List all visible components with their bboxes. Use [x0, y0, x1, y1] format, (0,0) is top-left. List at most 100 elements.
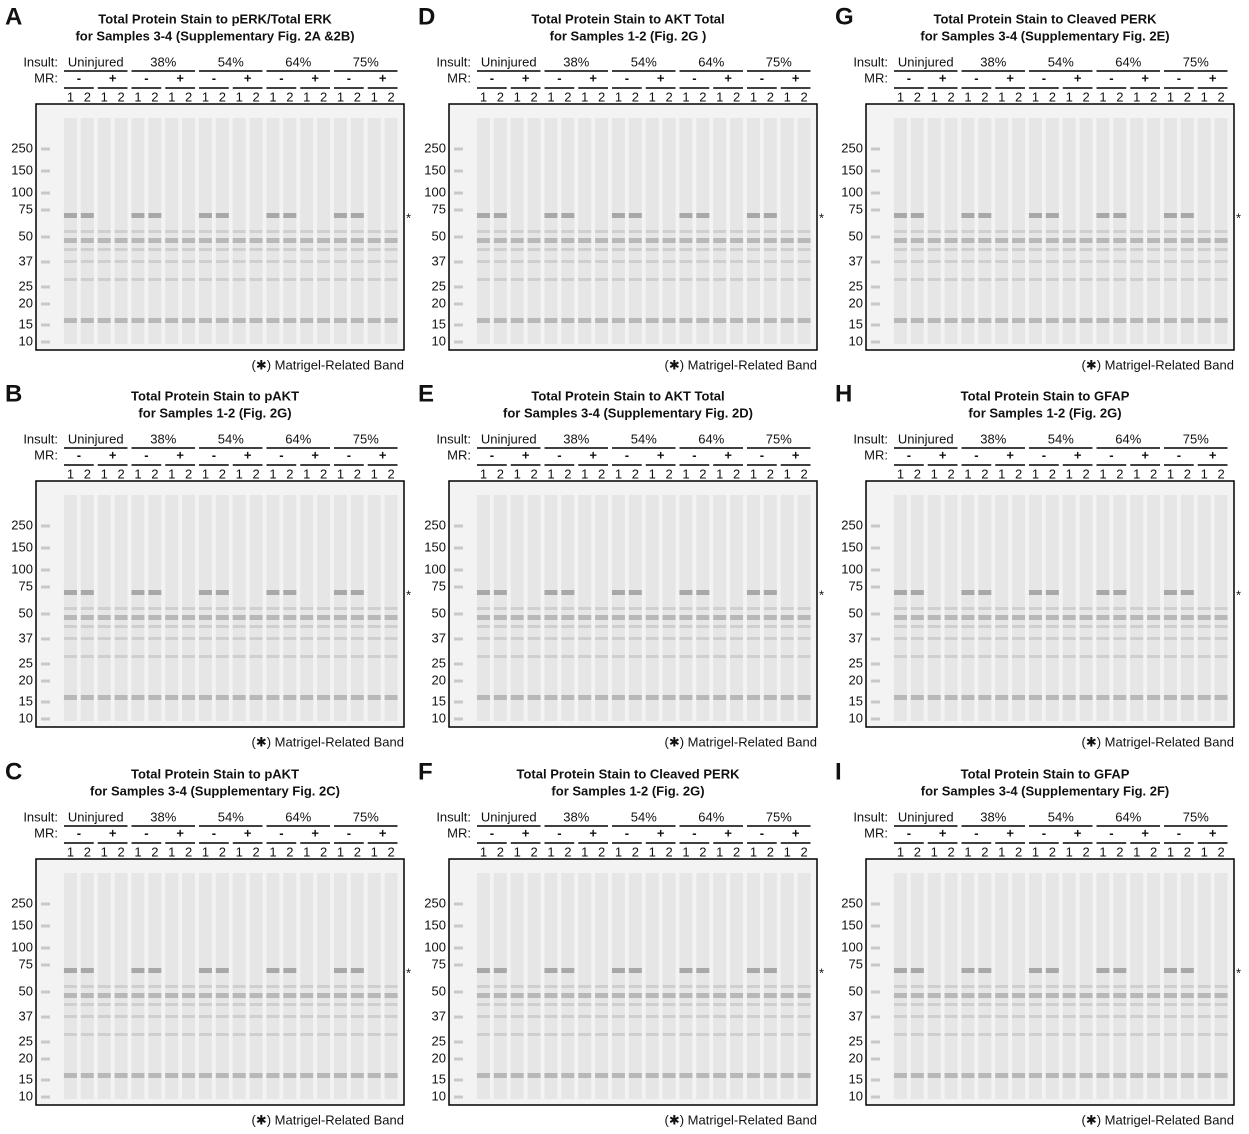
band: [131, 278, 145, 281]
band: [1045, 615, 1059, 620]
band: [1012, 985, 1026, 988]
ladder-band: [41, 662, 50, 666]
band: [165, 260, 179, 263]
band: [910, 625, 924, 628]
matrigel-band: [910, 590, 924, 595]
band: [283, 985, 297, 988]
band: [628, 985, 642, 988]
mr-sign: +: [379, 825, 387, 840]
matrigel-band: [628, 590, 642, 595]
footnote: (✱) Matrigel-Related Band: [251, 357, 404, 372]
band: [679, 260, 693, 263]
ladder-band: [454, 902, 463, 906]
band: [961, 230, 975, 233]
band: [1028, 278, 1042, 281]
band: [995, 993, 1009, 998]
panel-letter: H: [835, 380, 852, 407]
group-label: 38%: [150, 431, 176, 446]
band: [97, 695, 111, 700]
band: [595, 260, 609, 263]
band: [713, 615, 727, 620]
lane-number: 2: [564, 89, 571, 104]
band: [527, 985, 541, 988]
band: [114, 1033, 128, 1036]
band: [645, 248, 659, 251]
band: [333, 260, 347, 263]
band: [1079, 655, 1093, 658]
band: [165, 1003, 179, 1006]
band: [1096, 318, 1110, 323]
band: [1180, 637, 1194, 640]
band: [510, 238, 524, 243]
lane-number: 1: [931, 89, 938, 104]
band: [910, 318, 924, 323]
band: [300, 985, 314, 988]
lane-number: 1: [514, 89, 521, 104]
ladder-band: [41, 524, 50, 528]
band: [544, 985, 558, 988]
band: [148, 655, 162, 658]
band: [713, 607, 727, 610]
lane-number: 1: [101, 844, 108, 859]
band: [1079, 248, 1093, 251]
band: [893, 248, 907, 251]
mr-sign: -: [144, 825, 148, 840]
matrigel-band: [1180, 590, 1194, 595]
band: [1180, 278, 1194, 281]
band: [961, 248, 975, 251]
matrigel-band: [198, 213, 212, 218]
ladder-band: [871, 662, 880, 666]
band: [80, 607, 94, 610]
ladder-band: [871, 924, 880, 928]
band: [561, 1003, 575, 1006]
band: [595, 230, 609, 233]
band: [63, 607, 77, 610]
band: [1113, 1073, 1127, 1078]
mr-sign: +: [939, 70, 947, 85]
band: [63, 625, 77, 628]
band: [148, 637, 162, 640]
band: [63, 637, 77, 640]
mw-marker: 15: [19, 1071, 33, 1086]
band: [97, 1033, 111, 1036]
band: [1012, 625, 1026, 628]
panel-letter: F: [418, 758, 433, 785]
band: [746, 238, 760, 243]
matrigel-band: [544, 213, 558, 218]
band: [1028, 985, 1042, 988]
band: [384, 1015, 398, 1018]
band: [527, 248, 541, 251]
group-label: Uninjured: [898, 54, 954, 69]
band: [1096, 1003, 1110, 1006]
band: [148, 993, 162, 998]
mr-sign: +: [522, 447, 530, 462]
mr-sign: +: [379, 70, 387, 85]
band: [232, 655, 246, 658]
band: [893, 607, 907, 610]
band: [611, 1033, 625, 1036]
matrigel-band: [283, 213, 297, 218]
band: [215, 615, 229, 620]
matrigel-band: [611, 968, 625, 973]
band: [628, 625, 642, 628]
group-label: 75%: [766, 54, 792, 69]
band: [114, 278, 128, 281]
band: [893, 318, 907, 323]
band: [696, 625, 710, 628]
ladder-band: [454, 260, 463, 264]
band: [713, 260, 727, 263]
band: [595, 1015, 609, 1018]
band: [476, 637, 490, 640]
lane-number: 1: [168, 466, 175, 481]
band: [978, 278, 992, 281]
matrigel-band: [628, 968, 642, 973]
band: [1113, 625, 1127, 628]
band: [367, 615, 381, 620]
band: [763, 607, 777, 610]
band: [978, 1073, 992, 1078]
band: [148, 1003, 162, 1006]
panel-title: Total Protein Stain to AKT Total: [531, 11, 724, 26]
panel-title: Total Protein Stain to pAKT: [131, 388, 299, 403]
band: [944, 248, 958, 251]
band: [182, 318, 196, 323]
